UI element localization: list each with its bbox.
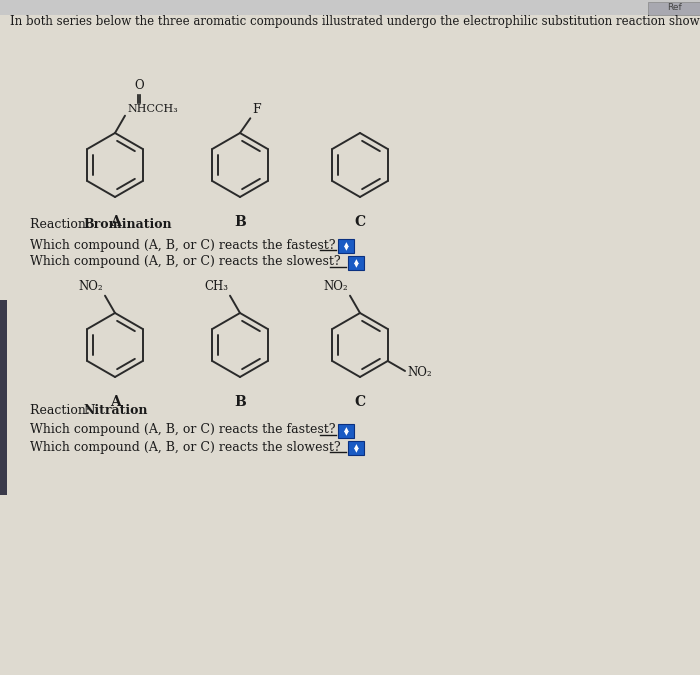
Text: ▲: ▲ bbox=[344, 427, 349, 432]
Text: ▲: ▲ bbox=[344, 242, 349, 247]
Text: ▼: ▼ bbox=[344, 246, 349, 252]
Text: C: C bbox=[354, 215, 365, 229]
FancyBboxPatch shape bbox=[348, 441, 364, 455]
Text: Which compound (A, B, or C) reacts the slowest?: Which compound (A, B, or C) reacts the s… bbox=[30, 441, 341, 454]
Text: CH₃: CH₃ bbox=[204, 279, 228, 293]
Bar bbox=[648, 2, 700, 15]
Text: B: B bbox=[234, 215, 246, 229]
Text: NO₂: NO₂ bbox=[407, 365, 432, 379]
Text: In both series below the three aromatic compounds illustrated undergo the electr: In both series below the three aromatic … bbox=[10, 16, 700, 28]
Text: Which compound (A, B, or C) reacts the slowest?: Which compound (A, B, or C) reacts the s… bbox=[30, 256, 341, 269]
Text: Which compound (A, B, or C) reacts the fastest?: Which compound (A, B, or C) reacts the f… bbox=[30, 238, 335, 252]
Text: Reaction:: Reaction: bbox=[30, 219, 94, 232]
Text: NHCCH₃: NHCCH₃ bbox=[127, 104, 178, 113]
Text: C: C bbox=[354, 395, 365, 409]
Text: NO₂: NO₂ bbox=[323, 279, 348, 293]
Text: Bromination: Bromination bbox=[83, 219, 172, 232]
Text: A: A bbox=[110, 395, 120, 409]
Text: Ref: Ref bbox=[666, 3, 681, 13]
Bar bbox=[0, 300, 7, 495]
Text: NO₂: NO₂ bbox=[78, 279, 103, 293]
Text: Reaction:: Reaction: bbox=[30, 404, 94, 416]
Text: Which compound (A, B, or C) reacts the fastest?: Which compound (A, B, or C) reacts the f… bbox=[30, 423, 335, 437]
Text: ▼: ▼ bbox=[344, 431, 349, 437]
Text: ▼: ▼ bbox=[354, 448, 358, 454]
Text: F: F bbox=[252, 103, 261, 116]
Text: ▲: ▲ bbox=[354, 444, 358, 449]
Text: ▼: ▼ bbox=[354, 263, 358, 269]
Text: ▲: ▲ bbox=[354, 259, 358, 264]
FancyBboxPatch shape bbox=[338, 424, 354, 438]
FancyBboxPatch shape bbox=[338, 239, 354, 253]
Text: B: B bbox=[234, 395, 246, 409]
Bar bbox=[0, 0, 700, 15]
Text: O: O bbox=[134, 79, 144, 92]
Text: A: A bbox=[110, 215, 120, 229]
FancyBboxPatch shape bbox=[348, 256, 364, 270]
Text: Nitration: Nitration bbox=[83, 404, 148, 416]
